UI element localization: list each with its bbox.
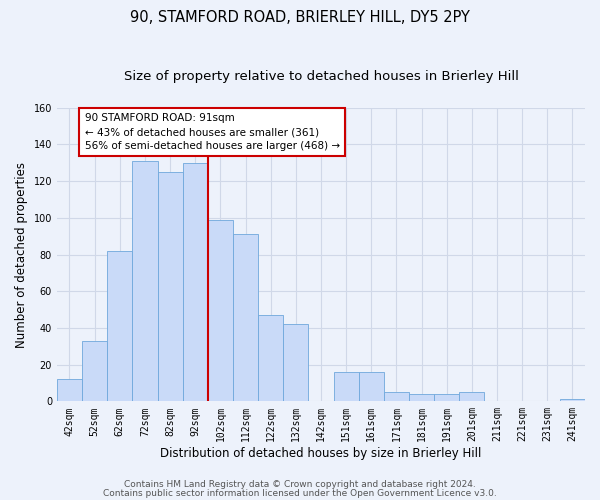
- Text: Contains HM Land Registry data © Crown copyright and database right 2024.: Contains HM Land Registry data © Crown c…: [124, 480, 476, 489]
- Bar: [82, 341, 107, 402]
- Bar: [107, 251, 133, 402]
- Bar: [158, 172, 182, 402]
- Bar: [359, 372, 384, 402]
- Y-axis label: Number of detached properties: Number of detached properties: [15, 162, 28, 348]
- Bar: [258, 315, 283, 402]
- Bar: [560, 400, 585, 402]
- Bar: [208, 220, 233, 402]
- X-axis label: Distribution of detached houses by size in Brierley Hill: Distribution of detached houses by size …: [160, 447, 482, 460]
- Bar: [133, 161, 158, 402]
- Bar: [233, 234, 258, 402]
- Bar: [384, 392, 409, 402]
- Bar: [182, 163, 208, 402]
- Bar: [409, 394, 434, 402]
- Bar: [434, 394, 459, 402]
- Bar: [57, 380, 82, 402]
- Text: Contains public sector information licensed under the Open Government Licence v3: Contains public sector information licen…: [103, 488, 497, 498]
- Bar: [334, 372, 359, 402]
- Text: 90, STAMFORD ROAD, BRIERLEY HILL, DY5 2PY: 90, STAMFORD ROAD, BRIERLEY HILL, DY5 2P…: [130, 10, 470, 25]
- Bar: [459, 392, 484, 402]
- Bar: [283, 324, 308, 402]
- Title: Size of property relative to detached houses in Brierley Hill: Size of property relative to detached ho…: [124, 70, 518, 83]
- Text: 90 STAMFORD ROAD: 91sqm
← 43% of detached houses are smaller (361)
56% of semi-d: 90 STAMFORD ROAD: 91sqm ← 43% of detache…: [85, 114, 340, 152]
